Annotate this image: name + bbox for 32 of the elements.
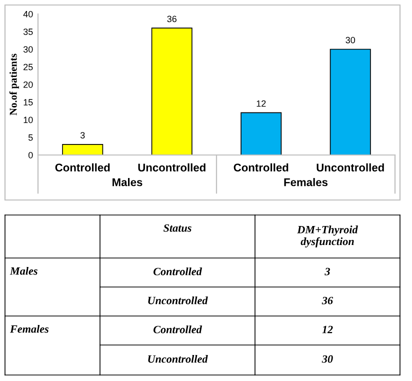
data-label: 30 (346, 36, 356, 44)
text: Status (163, 224, 192, 232)
text: DM+Thyroid dysfunction (297, 226, 358, 248)
text: Females (284, 178, 328, 186)
y-tick-label: 25 (24, 64, 33, 70)
text: Males (10, 266, 38, 275)
y-tick-label: 30 (23, 46, 33, 53)
data-label: 3 (80, 132, 85, 138)
y-tick-label: 20 (24, 81, 33, 88)
y-tick-label: 15 (24, 99, 33, 106)
category-label: Controlled (153, 325, 202, 334)
text: Females (10, 324, 49, 333)
x-tick-label: Uncontrolled (316, 163, 384, 172)
y-tick-label: 0 (28, 152, 33, 158)
text: 30 (322, 355, 333, 363)
x-tick-label: Uncontrolled (138, 163, 206, 172)
y-tick-label: 35 (23, 28, 33, 35)
category-label: Uncontrolled (148, 296, 208, 304)
category-label: Controlled (153, 267, 202, 276)
text: 36 (322, 296, 334, 304)
x-tick-label: Controlled (234, 163, 288, 172)
category-label: Uncontrolled (148, 354, 208, 363)
data-label: 12 (256, 100, 266, 107)
y-tick-label: 10 (24, 116, 33, 124)
x-tick-label: Controlled (55, 163, 110, 172)
data-label: 36 (167, 16, 176, 22)
y-tick-label: 5 (28, 134, 33, 141)
text: 12 (322, 326, 333, 334)
y-axis-title: No.of patients (9, 54, 19, 116)
text: Males (112, 178, 142, 186)
y-tick-label: 40 (23, 10, 33, 18)
text: 3 (324, 268, 330, 276)
